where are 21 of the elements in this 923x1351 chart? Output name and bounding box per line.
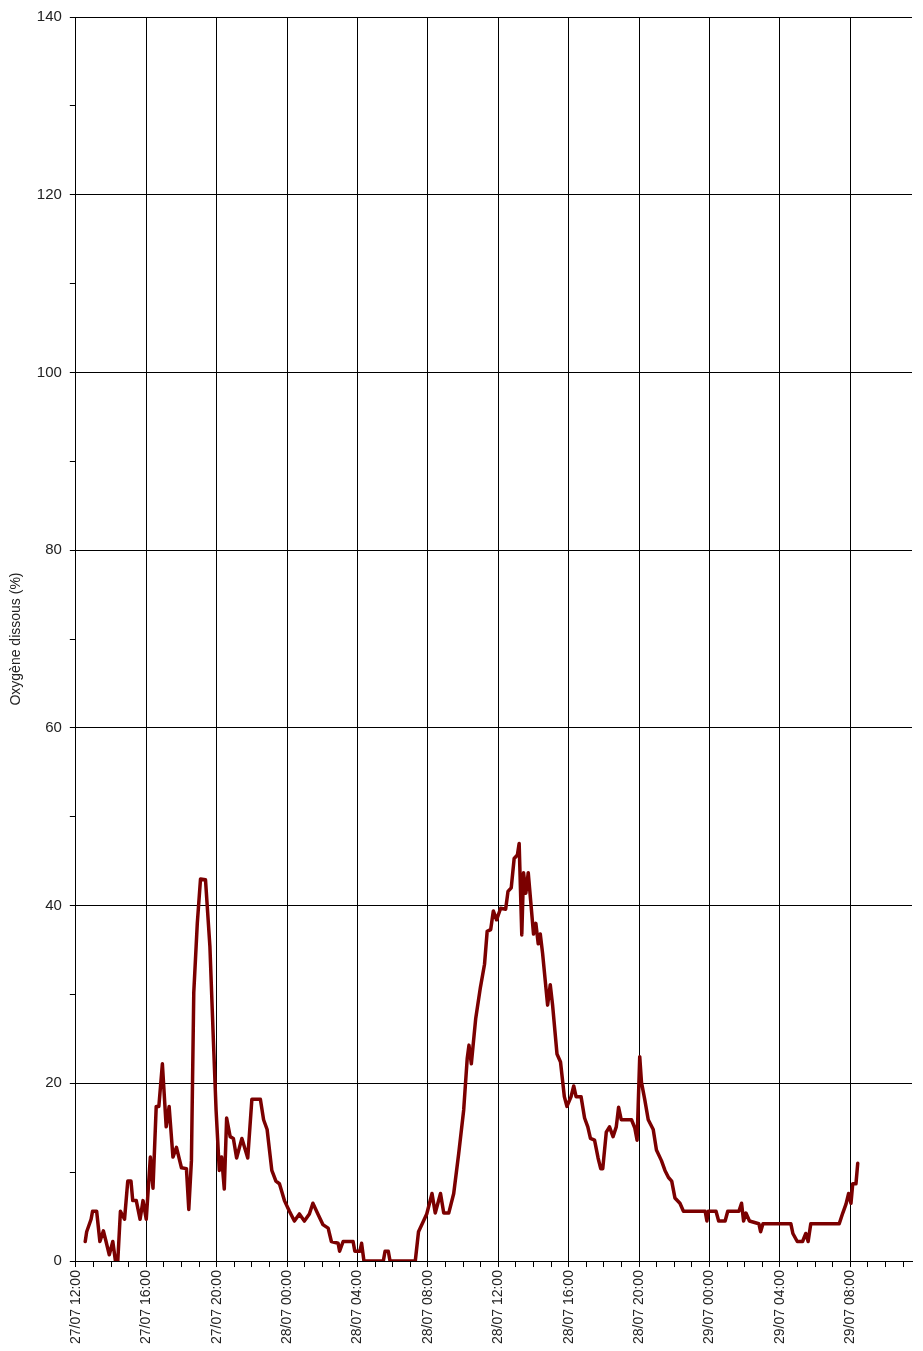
x-tick-label: 28/07 00:00 (277, 1269, 294, 1345)
x-tick-label: 28/07 20:00 (630, 1269, 646, 1345)
y-tick-label: 120 (36, 184, 62, 202)
y-tick-label: 40 (45, 895, 62, 913)
y-axis-title: Oxygène dissous (%) (7, 572, 24, 706)
x-tick-label: 28/07 12:00 (489, 1269, 506, 1345)
y-tick-label: 140 (36, 7, 62, 25)
y-tick-label: 80 (45, 540, 62, 558)
x-tick-label: 27/07 12:00 (66, 1269, 83, 1345)
x-tick-label: 29/07 08:00 (841, 1269, 858, 1345)
x-tick-label: 28/07 04:00 (348, 1269, 365, 1345)
x-tick-label: 27/07 16:00 (137, 1269, 154, 1345)
x-tick-label: 29/07 00:00 (700, 1269, 717, 1345)
y-tick-label: 20 (45, 1073, 62, 1091)
x-tick-label: 28/07 08:00 (418, 1269, 435, 1345)
y-tick-label: 100 (36, 362, 62, 380)
x-tick-label: 28/07 16:00 (559, 1269, 576, 1345)
x-tick-label: 29/07 04:00 (770, 1269, 787, 1345)
y-tick-label: 60 (45, 718, 62, 736)
x-tick-label: 27/07 20:00 (207, 1269, 224, 1345)
y-tick-label: 0 (53, 1251, 62, 1269)
